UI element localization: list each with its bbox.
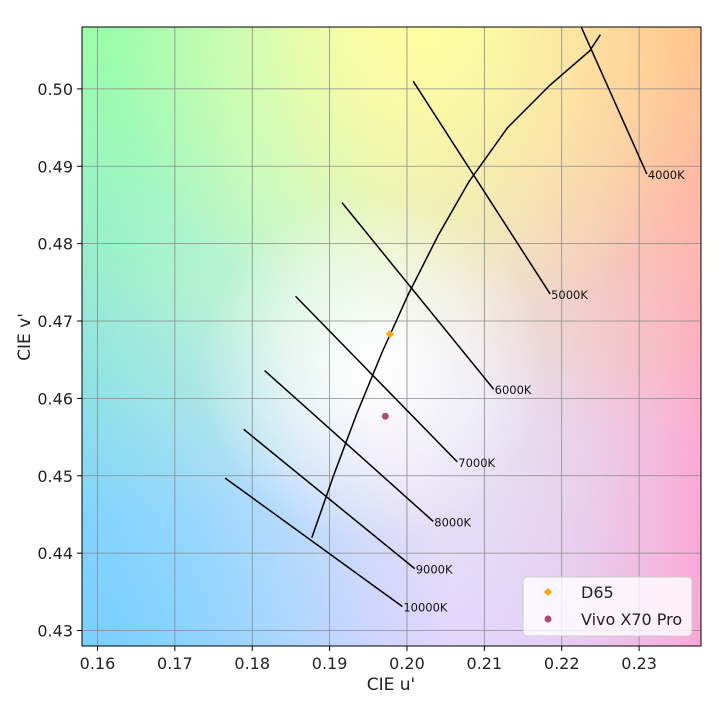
x-axis-ticks: 0.16 0.17 0.18 0.19 0.20 0.21 0.22 0.23 xyxy=(80,646,657,673)
legend-diamond-icon xyxy=(544,588,552,596)
cct-label: 6000K xyxy=(495,383,532,397)
cct-label: 8000K xyxy=(434,515,471,529)
y-axis-label: CIE v' xyxy=(15,313,35,361)
x-tick-label: 0.18 xyxy=(234,654,270,673)
isotemperature-line xyxy=(224,477,403,608)
y-tick-label: 0.49 xyxy=(37,157,73,176)
x-tick-label: 0.20 xyxy=(389,654,425,673)
cct-label: 5000K xyxy=(551,288,588,302)
cct-label: 10000K xyxy=(403,601,448,615)
y-tick-label: 0.47 xyxy=(37,312,73,331)
legend-box xyxy=(522,576,693,637)
x-tick-label: 0.23 xyxy=(621,654,657,673)
isotemperature-line xyxy=(295,295,458,463)
x-tick-label: 0.16 xyxy=(80,654,116,673)
x-tick-label: 0.22 xyxy=(544,654,580,673)
isotemperature-line xyxy=(341,202,495,390)
point-vivo-x70-pro xyxy=(381,412,389,420)
cct-label: 9000K xyxy=(416,563,453,577)
isotemperature-line xyxy=(243,428,416,570)
y-tick-label: 0.44 xyxy=(37,544,73,563)
legend: D65 Vivo X70 Pro xyxy=(522,576,693,637)
locus-curve xyxy=(311,34,602,538)
x-axis-label: CIE u' xyxy=(367,675,415,695)
y-tick-label: 0.48 xyxy=(37,235,73,254)
data-points xyxy=(381,330,394,420)
isotemperature-line xyxy=(412,80,551,295)
y-tick-label: 0.43 xyxy=(37,622,73,641)
x-tick-label: 0.21 xyxy=(467,654,503,673)
legend-circle-icon xyxy=(544,615,552,623)
legend-label-d65: D65 xyxy=(581,583,614,602)
legend-label-vivo: Vivo X70 Pro xyxy=(581,610,682,629)
cct-label: 4000K xyxy=(648,168,685,182)
y-axis-ticks: 0.43 0.44 0.45 0.46 0.47 0.48 0.49 0.50 xyxy=(37,80,82,641)
y-tick-label: 0.50 xyxy=(37,80,73,99)
isotemperature-line xyxy=(264,369,434,522)
isotemperature-lines: 4000K 5000K 6000K 7000K 8000K 9000K 10000K xyxy=(224,27,685,615)
isotemperature-line xyxy=(580,27,648,175)
x-tick-label: 0.19 xyxy=(312,654,348,673)
x-tick-label: 0.17 xyxy=(157,654,193,673)
grid xyxy=(82,27,701,646)
planckian-locus xyxy=(311,34,602,538)
plot-frame xyxy=(81,26,702,647)
y-tick-label: 0.46 xyxy=(37,389,73,408)
cct-label: 7000K xyxy=(458,456,495,470)
y-tick-label: 0.45 xyxy=(37,467,73,486)
point-d65 xyxy=(385,330,394,339)
